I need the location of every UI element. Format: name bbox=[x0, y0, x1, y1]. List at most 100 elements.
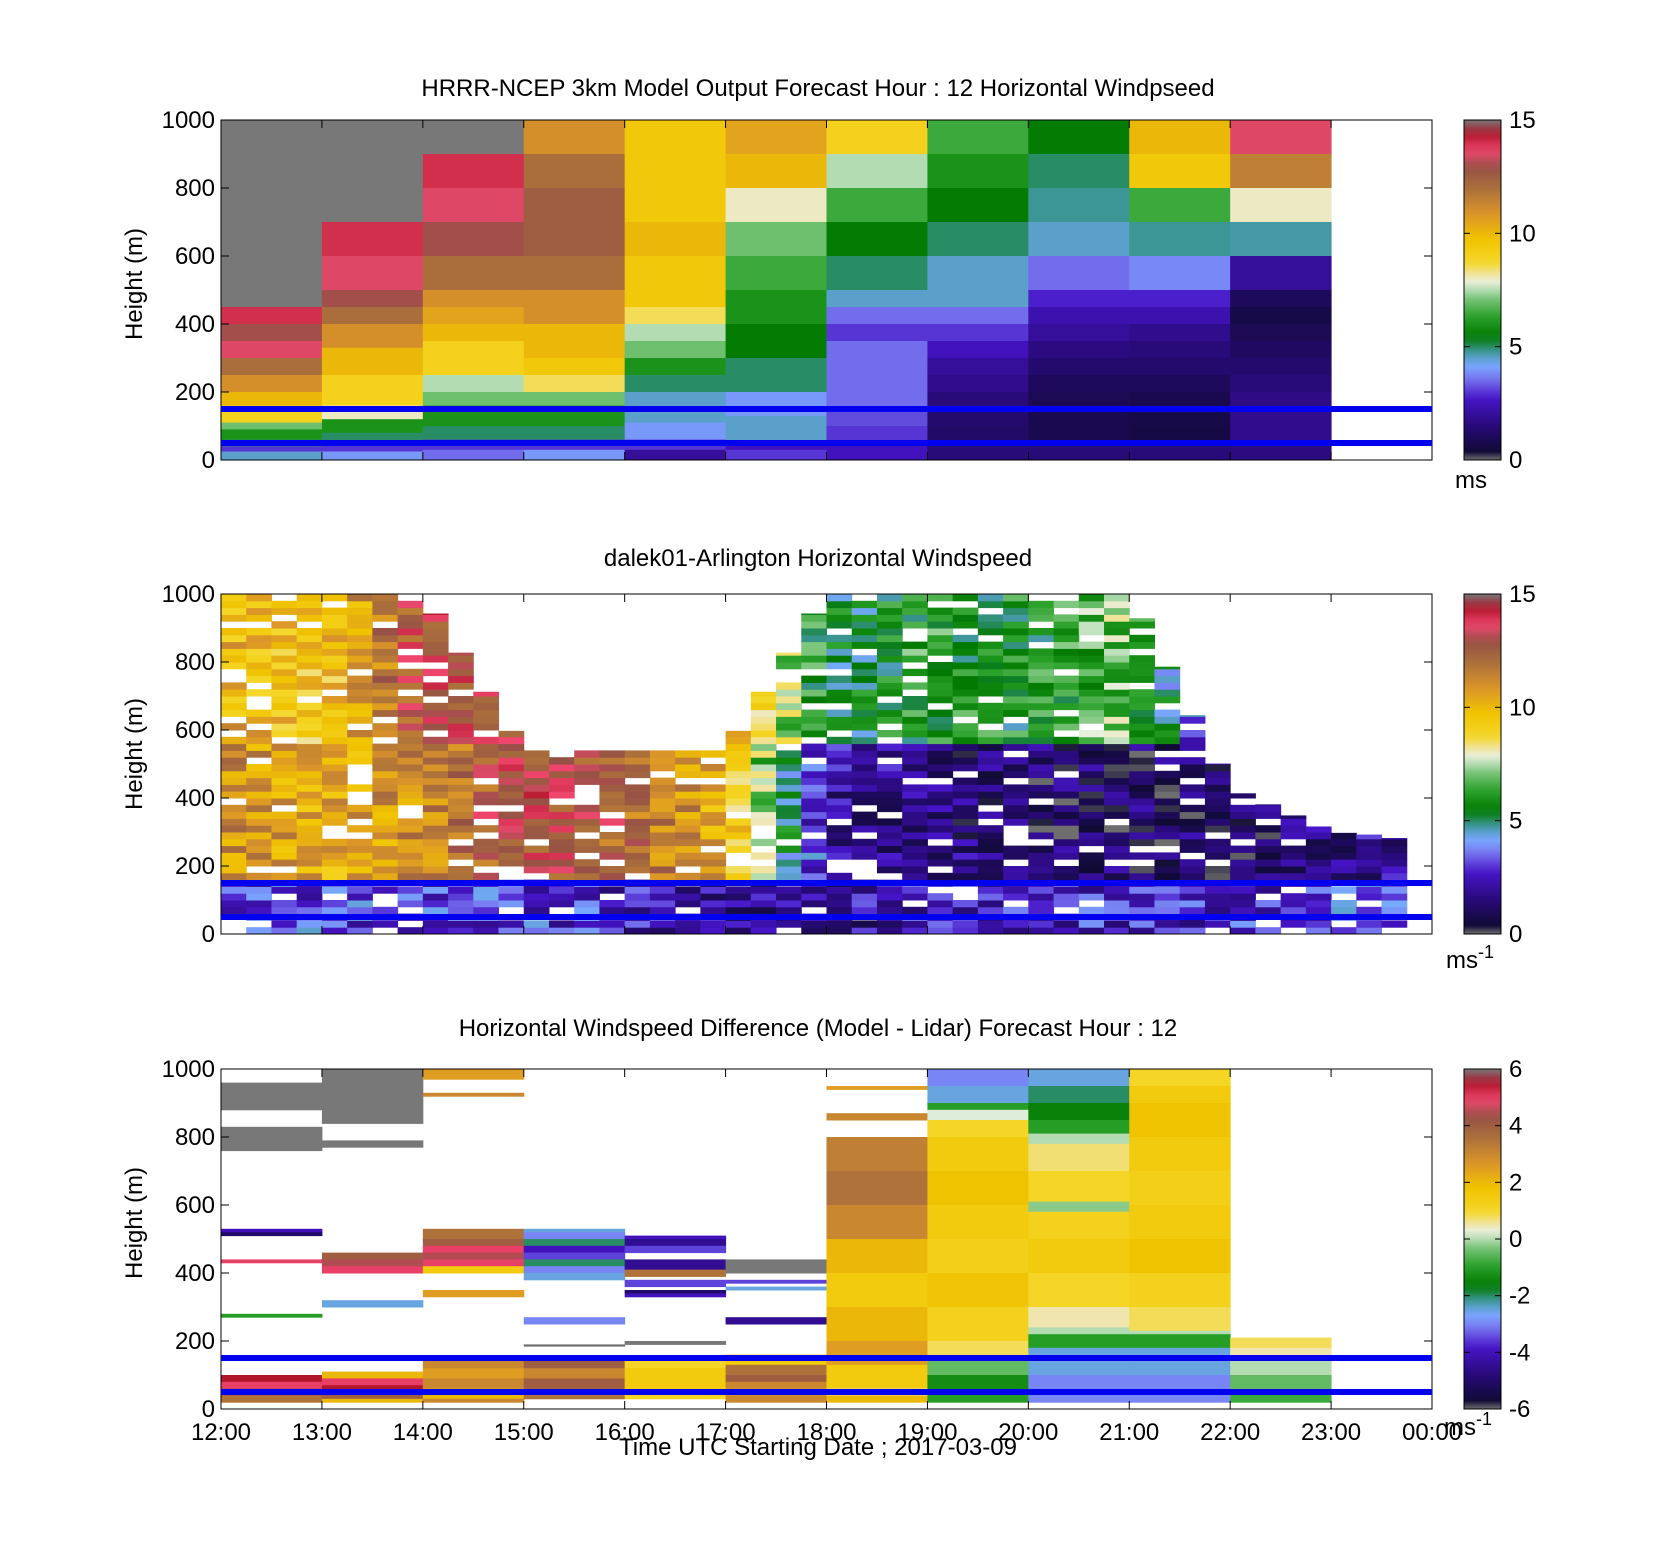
heatmap-cell bbox=[977, 764, 1004, 772]
heatmap-cell bbox=[750, 900, 777, 908]
heatmap-cell bbox=[801, 648, 827, 656]
heatmap-cell bbox=[221, 422, 323, 430]
heatmap-cell bbox=[1129, 825, 1155, 833]
heatmap-cell bbox=[1028, 1103, 1130, 1121]
heatmap-cell bbox=[725, 757, 752, 765]
heatmap-cell bbox=[422, 668, 449, 677]
heatmap-cell bbox=[422, 893, 449, 901]
heatmap-cell bbox=[321, 432, 424, 444]
heatmap-cell bbox=[927, 668, 954, 677]
heatmap-cell bbox=[700, 838, 727, 847]
heatmap-cell bbox=[599, 757, 626, 765]
heatmap-cell bbox=[1028, 709, 1055, 717]
heatmap-cell bbox=[1078, 682, 1105, 690]
heatmap-cell bbox=[448, 723, 474, 731]
heatmap-cell bbox=[624, 1269, 727, 1277]
heatmap-cell bbox=[725, 825, 752, 833]
heatmap-cell bbox=[271, 743, 298, 751]
heatmap-cell bbox=[952, 900, 979, 908]
heatmap-cell bbox=[700, 818, 727, 826]
heatmap-cell bbox=[1356, 838, 1383, 847]
heatmap-cell bbox=[221, 900, 247, 908]
heatmap-cell bbox=[1003, 764, 1029, 772]
heatmap-cell bbox=[347, 736, 373, 745]
heatmap-cell bbox=[977, 743, 1004, 751]
heatmap-cell bbox=[372, 764, 399, 772]
heatmap-cell bbox=[624, 1378, 727, 1390]
heatmap-cell bbox=[1154, 906, 1181, 915]
heatmap-cell bbox=[271, 818, 298, 826]
heatmap-cell bbox=[221, 886, 247, 894]
heatmap-cell bbox=[826, 634, 853, 643]
heatmap-cell bbox=[624, 1259, 727, 1271]
heatmap-cell bbox=[624, 1279, 727, 1288]
heatmap-cell bbox=[876, 804, 903, 813]
heatmap-cell bbox=[977, 600, 1004, 609]
heatmap-cell bbox=[876, 920, 903, 928]
heatmap-cell bbox=[347, 607, 373, 615]
colorbar-tick-label: 10 bbox=[1509, 220, 1536, 247]
heatmap-cell bbox=[902, 886, 928, 894]
heatmap-cell bbox=[952, 709, 979, 717]
heatmap-cell bbox=[296, 825, 323, 833]
heatmap-cell bbox=[725, 893, 752, 901]
heatmap-cell bbox=[725, 750, 752, 758]
heatmap-cell bbox=[397, 832, 424, 840]
heatmap-cell bbox=[422, 222, 525, 257]
heatmap-cell bbox=[1028, 409, 1130, 427]
heatmap-cell bbox=[347, 614, 373, 622]
heatmap-cell bbox=[927, 1358, 1029, 1376]
heatmap-cell bbox=[902, 811, 928, 819]
heatmap-cell bbox=[725, 900, 752, 908]
heatmap-cell bbox=[1104, 750, 1130, 758]
heatmap-cell bbox=[271, 798, 298, 806]
heatmap-cell bbox=[1129, 426, 1231, 444]
heatmap-cell bbox=[422, 1368, 525, 1379]
heatmap-cell bbox=[1028, 1171, 1130, 1203]
heatmap-cell bbox=[927, 682, 954, 690]
heatmap-cell bbox=[321, 120, 424, 223]
heatmap-cell bbox=[1028, 392, 1130, 410]
heatmap-cell bbox=[700, 893, 727, 901]
heatmap-cell bbox=[1204, 818, 1231, 826]
heatmap-cell bbox=[221, 832, 247, 840]
heatmap-cell bbox=[952, 662, 979, 670]
heatmap-cell bbox=[1179, 818, 1206, 826]
heatmap-cell bbox=[902, 682, 928, 690]
heatmap-cell bbox=[902, 832, 928, 840]
heatmap-cell bbox=[1305, 832, 1332, 840]
heatmap-cell bbox=[372, 825, 399, 833]
heatmap-cell bbox=[1381, 886, 1408, 894]
heatmap-cell bbox=[599, 920, 626, 928]
heatmap-cell bbox=[1028, 655, 1055, 663]
heatmap-cell bbox=[321, 804, 348, 813]
heatmap-cell bbox=[422, 655, 449, 663]
heatmap-cell bbox=[321, 1385, 424, 1393]
heatmap-cell bbox=[347, 757, 373, 765]
heatmap-cell bbox=[725, 290, 827, 325]
heatmap-cell bbox=[977, 770, 1004, 779]
heatmap-cell bbox=[548, 757, 575, 765]
heatmap-cell bbox=[1179, 770, 1206, 779]
heatmap-cell bbox=[927, 920, 954, 928]
heatmap-cell bbox=[927, 1109, 1029, 1121]
heatmap-cell bbox=[574, 825, 600, 833]
heatmap-cell bbox=[876, 600, 903, 609]
heatmap-cell bbox=[397, 723, 424, 731]
heatmap-cell bbox=[1053, 818, 1080, 826]
heatmap-cell bbox=[1129, 634, 1155, 643]
heatmap-cell bbox=[1230, 872, 1256, 881]
heatmap-cell bbox=[221, 723, 247, 731]
heatmap-cell bbox=[927, 900, 954, 908]
heatmap-cell bbox=[448, 784, 474, 792]
heatmap-cell bbox=[321, 290, 424, 308]
heatmap-cell bbox=[473, 702, 500, 711]
heatmap-cell bbox=[296, 730, 323, 738]
heatmap-cell bbox=[977, 730, 1004, 738]
heatmap-cell bbox=[977, 845, 1004, 853]
heatmap-cell bbox=[422, 784, 449, 792]
heatmap-cell bbox=[1003, 689, 1029, 697]
heatmap-cell bbox=[826, 1171, 928, 1206]
heatmap-cell bbox=[675, 804, 701, 813]
heatmap-cell bbox=[624, 825, 651, 833]
